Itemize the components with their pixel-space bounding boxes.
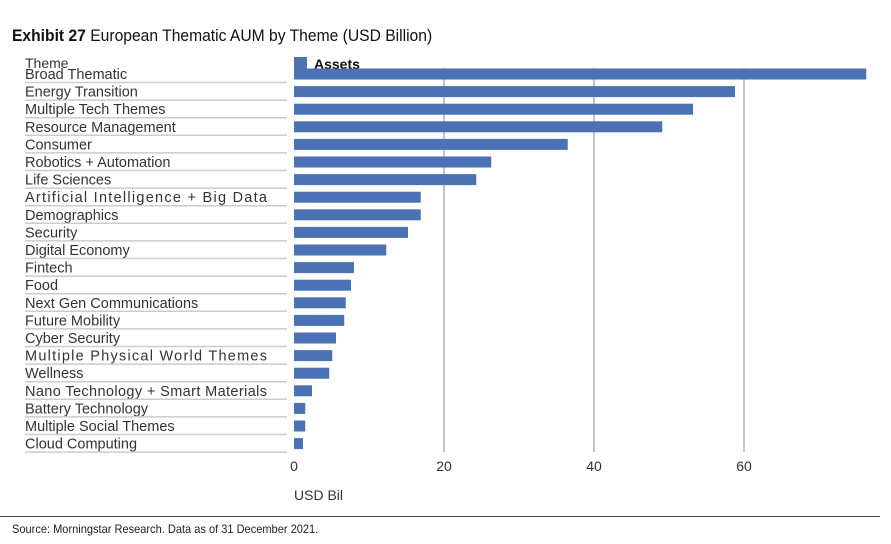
category-label: Fintech — [25, 261, 73, 277]
category-label: Multiple Social Themes — [25, 419, 175, 435]
category-header: Theme — [25, 55, 69, 71]
x-tick-label: 60 — [736, 458, 752, 474]
category-label: Artificial Intelligence + Big Data — [25, 190, 268, 206]
source-note: Source: Morningstar Research. Data as of… — [12, 522, 319, 536]
bar — [294, 191, 421, 203]
category-label: Multiple Physical World Themes — [25, 349, 267, 365]
category-label: Robotics + Automation — [25, 155, 171, 171]
category-label: Multiple Tech Themes — [25, 102, 166, 118]
bar — [294, 420, 306, 432]
x-tick-label: 20 — [436, 458, 452, 474]
category-label: Cyber Security — [25, 331, 121, 347]
category-label: Wellness — [25, 366, 84, 382]
legend-label: Assets — [314, 56, 360, 72]
bar — [294, 86, 735, 98]
category-label: Battery Technology — [25, 401, 149, 417]
category-label: Food — [25, 278, 58, 294]
category-label: Future Mobility — [25, 313, 121, 329]
category-label: Cloud Computing — [25, 437, 137, 453]
bar — [294, 314, 345, 326]
bar — [294, 438, 303, 450]
bar — [294, 297, 346, 309]
category-label: Broad Thematic — [25, 67, 127, 83]
category-label: Consumer — [25, 137, 92, 153]
category-label: Nano Technology + Smart Materials — [25, 384, 267, 400]
bar — [294, 279, 351, 291]
bar — [294, 156, 492, 168]
category-label: Demographics — [25, 208, 119, 224]
category-label: Life Sciences — [25, 173, 111, 189]
bar — [294, 209, 421, 221]
bar — [294, 367, 330, 379]
bar — [294, 138, 568, 150]
bar — [294, 262, 354, 274]
footer-divider — [0, 516, 880, 517]
category-label: Resource Management — [25, 120, 176, 136]
bar — [294, 121, 663, 133]
bar — [294, 174, 477, 186]
bar — [294, 244, 387, 256]
bar — [294, 226, 408, 238]
category-label: Security — [25, 225, 78, 241]
bar — [294, 103, 693, 115]
x-tick-label: 40 — [586, 458, 602, 474]
bar — [294, 350, 333, 362]
bar — [294, 385, 312, 397]
chart-title: Exhibit 27 European Thematic AUM by Them… — [12, 26, 432, 46]
category-label: Digital Economy — [25, 243, 131, 259]
x-axis-label: USD Bil — [294, 487, 343, 503]
bar — [294, 402, 306, 414]
bar — [294, 332, 336, 344]
legend-swatch — [294, 57, 307, 70]
category-label: Next Gen Communications — [25, 296, 198, 312]
category-label: Energy Transition — [25, 85, 138, 101]
bar — [294, 68, 867, 80]
exhibit-number: Exhibit 27 — [12, 26, 86, 45]
x-tick-label: 0 — [290, 458, 298, 474]
title-text: European Thematic AUM by Theme (USD Bill… — [90, 26, 433, 45]
